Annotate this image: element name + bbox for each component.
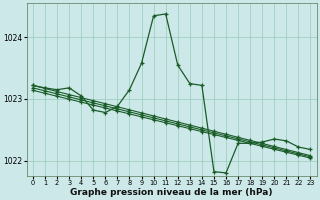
X-axis label: Graphe pression niveau de la mer (hPa): Graphe pression niveau de la mer (hPa) <box>70 188 273 197</box>
